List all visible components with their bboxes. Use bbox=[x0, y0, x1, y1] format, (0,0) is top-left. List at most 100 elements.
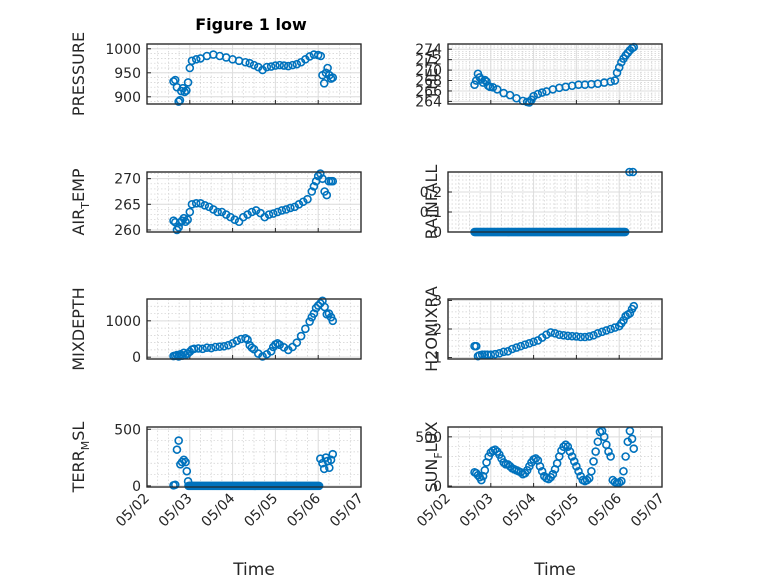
data-point bbox=[326, 455, 336, 465]
data-point bbox=[503, 346, 513, 356]
data-point bbox=[612, 68, 622, 77]
data-point bbox=[174, 223, 183, 232]
data-point bbox=[328, 176, 338, 186]
y-tick-label: 0.1 bbox=[420, 205, 442, 221]
data-point bbox=[567, 331, 577, 341]
y-axis-label-tail: LUX bbox=[422, 421, 441, 452]
data-point bbox=[525, 338, 534, 348]
data-point bbox=[574, 466, 583, 476]
chart-panel-mixdepth: 0 1000 MIXDEPTH bbox=[69, 287, 362, 371]
data-point bbox=[309, 182, 319, 191]
data-point bbox=[533, 89, 543, 99]
data-point bbox=[471, 341, 481, 351]
data-point bbox=[486, 350, 496, 360]
data-point bbox=[580, 332, 590, 342]
data-point bbox=[610, 323, 620, 332]
data-point bbox=[572, 332, 581, 341]
data-point bbox=[181, 457, 190, 467]
data-point bbox=[559, 442, 568, 451]
plot-area bbox=[447, 171, 663, 233]
chart-panel-terrmsl: 0 500 05/02 05/03 05/04 05/05 05/06 05/07 TERRMS… bbox=[69, 422, 367, 580]
y-tick-label: 0 bbox=[132, 350, 141, 366]
data-point bbox=[191, 198, 201, 208]
data-point bbox=[194, 344, 203, 353]
data-point bbox=[599, 432, 609, 442]
data-point bbox=[587, 466, 596, 476]
y-tick-label: 268 bbox=[415, 74, 442, 90]
y-tick-label: 0 bbox=[433, 225, 442, 241]
x-tick-label: 05/06 bbox=[284, 490, 324, 530]
data-point bbox=[629, 301, 639, 311]
data-point bbox=[174, 97, 183, 106]
axes-border bbox=[146, 171, 362, 233]
data-point bbox=[602, 326, 611, 335]
data-point bbox=[292, 338, 302, 347]
data-point bbox=[209, 205, 218, 214]
data-point bbox=[275, 60, 284, 70]
data-point bbox=[589, 330, 598, 340]
data-point bbox=[224, 340, 233, 350]
x-tick-label: 05/03 bbox=[457, 491, 497, 531]
y-axis-label-tail: SL bbox=[69, 422, 88, 441]
data-point bbox=[301, 324, 310, 334]
data-point bbox=[535, 462, 545, 471]
data-point bbox=[228, 339, 237, 348]
y-axis-label: AIRTEMP bbox=[69, 168, 92, 235]
data-point bbox=[277, 206, 287, 215]
data-point bbox=[296, 331, 306, 341]
data-point bbox=[183, 477, 193, 486]
data-point bbox=[232, 336, 242, 346]
x-tick-label: 05/04 bbox=[500, 490, 540, 530]
data-point bbox=[241, 57, 250, 67]
data-point bbox=[319, 79, 329, 88]
x-tick-label: 05/07 bbox=[628, 491, 668, 531]
data-point bbox=[268, 209, 278, 218]
data-point bbox=[189, 344, 199, 354]
axes-border bbox=[447, 298, 663, 360]
data-point bbox=[544, 474, 553, 484]
data-point bbox=[499, 458, 508, 467]
data-point bbox=[275, 340, 284, 350]
data-point bbox=[196, 198, 205, 208]
data-point bbox=[576, 332, 585, 342]
data-point bbox=[619, 316, 628, 325]
data-point bbox=[183, 215, 192, 224]
data-point bbox=[226, 212, 235, 222]
data-point bbox=[202, 343, 212, 353]
y-tick-label: 270 bbox=[415, 63, 442, 79]
data-point bbox=[292, 59, 302, 69]
data-point bbox=[245, 58, 255, 68]
data-point bbox=[582, 475, 592, 485]
data-point bbox=[181, 217, 190, 227]
data-point bbox=[249, 60, 259, 70]
data-point bbox=[316, 51, 326, 61]
data-point bbox=[591, 447, 600, 456]
data-point bbox=[182, 466, 192, 476]
data-point bbox=[531, 454, 541, 463]
y-axis-label: RAINFALL bbox=[422, 165, 441, 240]
data-point bbox=[548, 469, 558, 479]
data-point bbox=[559, 330, 568, 340]
data-point bbox=[283, 61, 293, 71]
data-point bbox=[480, 465, 490, 475]
data-point bbox=[279, 61, 289, 70]
data-point bbox=[200, 201, 210, 210]
y-axis-label: TERRMSL bbox=[69, 422, 92, 494]
data-point bbox=[554, 330, 564, 340]
data-point bbox=[516, 341, 526, 351]
data-point bbox=[303, 194, 312, 204]
data-point bbox=[584, 332, 594, 341]
data-point bbox=[174, 436, 183, 445]
data-point bbox=[187, 56, 197, 66]
y-tick-label: 270 bbox=[114, 172, 141, 188]
x-tick-label: 05/05 bbox=[542, 491, 582, 531]
data-point bbox=[537, 466, 547, 476]
y-tick-label: 274 bbox=[415, 42, 442, 58]
y-tick-label: 500 bbox=[114, 422, 141, 438]
x-axis-label: Time bbox=[533, 560, 576, 580]
y-tick-label: 950 bbox=[114, 66, 141, 82]
data-point bbox=[266, 62, 276, 71]
data-point bbox=[563, 331, 573, 341]
